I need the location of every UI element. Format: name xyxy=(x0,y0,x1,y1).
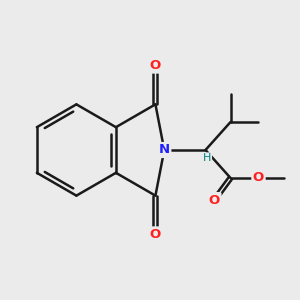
Text: O: O xyxy=(253,172,264,184)
Text: O: O xyxy=(150,59,161,72)
Text: H: H xyxy=(203,153,211,163)
Text: O: O xyxy=(150,228,161,241)
Text: N: N xyxy=(159,143,170,157)
Text: O: O xyxy=(209,194,220,207)
